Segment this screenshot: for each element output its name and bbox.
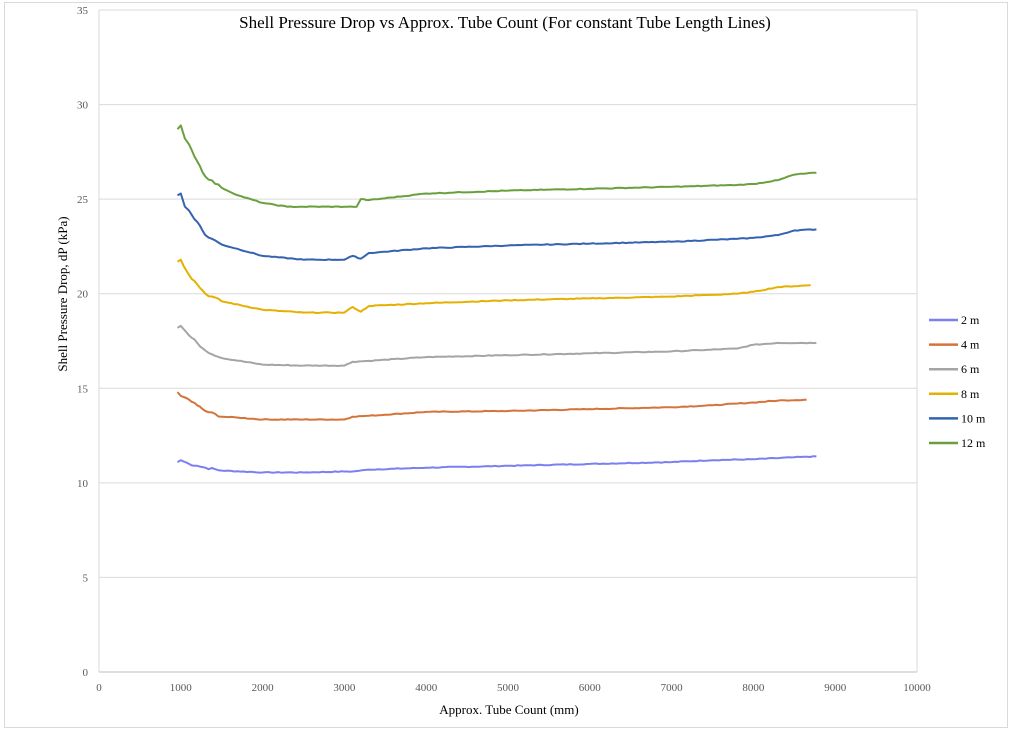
series-line-6m [177,324,817,367]
y-tick-label: 5 [83,572,89,584]
legend-label: 2 m [961,313,980,327]
series-line-8m [177,258,811,314]
series-line-10m [177,192,817,261]
y-axis-label: Shell Pressure Drop, dP (kPa) [55,216,70,371]
legend-label: 8 m [961,387,980,401]
x-tick-label: 4000 [415,682,438,694]
chart-frame [4,2,1008,728]
legend: 2 m 4 m 6 m 8 m 10 m 12 m [929,313,986,450]
x-tick-label: 5000 [497,682,520,694]
x-tick-label: 1000 [170,682,193,694]
y-tick-label: 10 [77,478,89,490]
y-tick-label: 0 [83,667,89,679]
legend-label: 10 m [961,411,986,425]
y-tick-labels: 0 5 10 15 20 25 30 35 [77,5,89,679]
x-tick-label: 9000 [824,682,847,694]
y-tick-label: 20 [77,289,89,301]
x-axis-label: Approx. Tube Count (mm) [439,702,578,717]
chart-title: Shell Pressure Drop vs Approx. Tube Coun… [239,13,771,32]
series-line-2m [177,455,817,474]
gridlines [98,9,918,673]
x-tick-labels: 0 1000 2000 3000 4000 5000 6000 7000 8000 9000 100… [96,682,931,694]
x-tick-label: 6000 [579,682,602,694]
y-tick-label: 15 [77,383,89,395]
series-line-4m [176,391,807,421]
x-tick-label: 8000 [742,682,765,694]
legend-label: 12 m [961,436,986,450]
x-tick-label: 2000 [252,682,275,694]
x-tick-label: 3000 [333,682,356,694]
y-tick-label: 30 [77,100,89,112]
series-lines [176,124,817,474]
legend-label: 4 m [961,338,980,352]
y-tick-label: 35 [77,5,89,17]
x-tick-label: 0 [96,682,102,694]
x-tick-label: 10000 [903,682,931,694]
series-line-12m [176,124,817,208]
legend-label: 6 m [961,362,980,376]
y-tick-label: 25 [77,194,89,206]
x-tick-label: 7000 [661,682,684,694]
